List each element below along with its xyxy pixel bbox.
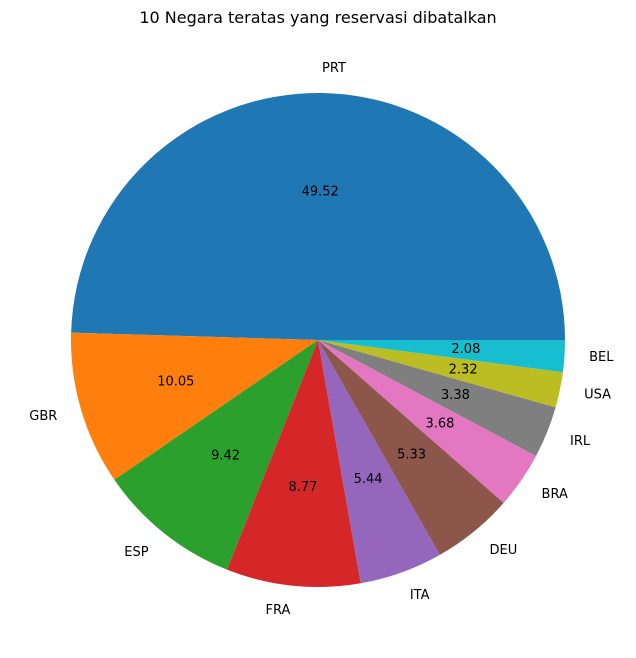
category-label-gbr: GBR [29,409,57,424]
pie-slices [70,93,565,587]
value-label-fra: 8.77 [288,480,317,495]
pie-slice-fra [227,340,361,587]
value-label-esp: 9.42 [211,448,240,463]
value-label-usa: 2.32 [449,362,478,377]
value-label-ita: 5.44 [354,472,383,487]
value-label-bel: 2.08 [451,342,480,357]
category-label-irl: IRL [570,434,591,449]
category-label-prt: PRT [322,61,346,76]
pie-slice-usa [318,340,563,408]
category-label-deu: DEU [490,543,518,558]
pie-slice-ita [318,340,440,584]
value-label-gbr: 10.05 [157,374,194,389]
category-label-fra: FRA [266,603,291,618]
category-label-bra: BRA [542,487,568,502]
chart-title: 10 Negara teratas yang reservasi dibatal… [139,8,497,27]
pie-slice-bra [318,340,537,503]
category-labels: PRT GBR ESP FRA ITA DEU BRA IRL USA BEL [29,61,614,618]
category-label-bel: BEL [589,350,614,365]
pie-slice-gbr [70,332,318,480]
pie-slice-esp [114,340,319,570]
percentage-labels: 49.52 10.05 9.42 8.77 5.44 5.33 3.68 3.38 2.32 2.… [157,184,480,495]
category-label-esp: ESP [124,545,148,560]
value-label-prt: 49.52 [302,184,339,199]
pie-slice-deu [318,340,504,555]
pie-slice-prt [71,93,565,340]
value-label-deu: 5.33 [397,447,426,462]
pie-slice-bel [318,340,565,373]
value-label-irl: 3.38 [441,388,470,403]
category-label-usa: USA [584,387,611,402]
pie-slice-irl [318,340,556,457]
category-label-ita: ITA [410,588,430,603]
value-label-bra: 3.68 [425,417,454,432]
